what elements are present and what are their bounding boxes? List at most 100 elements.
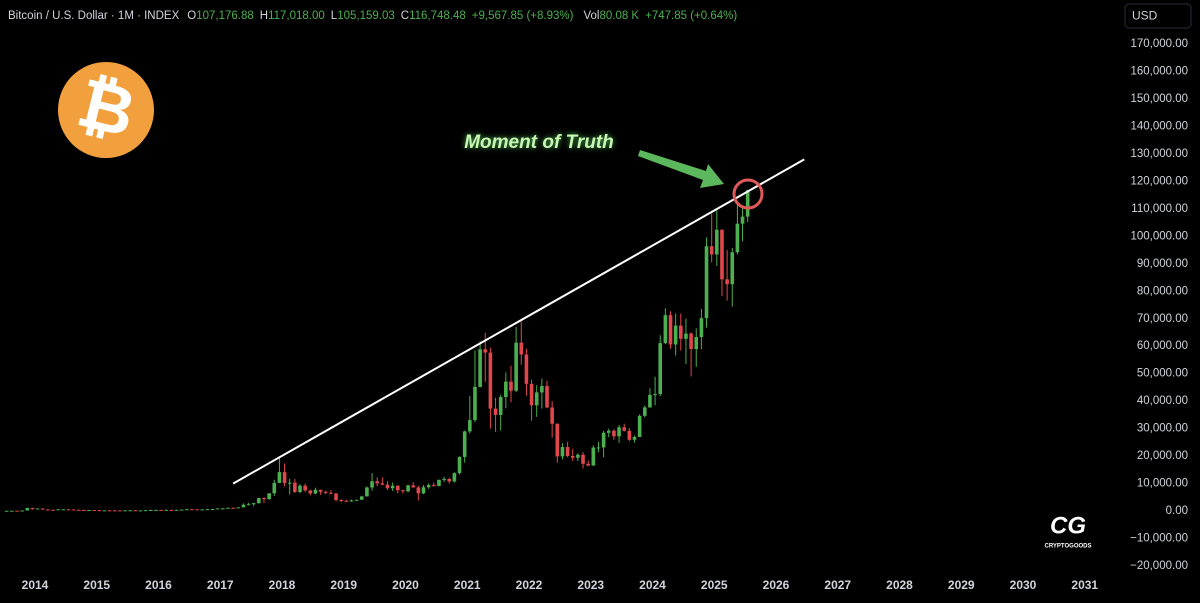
candle-body [550,407,554,424]
y-tick-label: 10,000.00 [1137,478,1188,490]
candle-body [87,510,91,512]
candle-body [442,478,446,480]
candle-body [92,510,96,512]
candle-body [457,456,462,474]
x-tick-label: 2016 [145,578,172,592]
candle-body [437,479,441,486]
candle-body [452,473,457,482]
y-tick-label: 50,000.00 [1137,368,1188,380]
candle-body [534,392,539,406]
candle-body [61,509,66,511]
y-tick-label: 60,000.00 [1137,340,1188,352]
candle-body [498,397,503,415]
candle-body [421,487,426,494]
y-tick-label: 120,000.00 [1130,175,1188,187]
candle-body [586,463,590,466]
x-tick-label: 2022 [516,578,543,592]
candle-body [267,493,271,500]
currency-button[interactable] [1124,3,1192,29]
candle-body [529,383,534,406]
candle-body [524,354,529,384]
candle-body [118,510,122,512]
candle-body [447,478,452,482]
candle-body [426,485,431,488]
candle-body [40,508,45,510]
header-symbol: Bitcoin / U.S. Dollar · 1M · INDEX [8,10,180,22]
trend-line [232,158,805,485]
candle-body [30,507,35,509]
header-vol: 80.08 K [599,10,639,22]
candle-body [236,507,241,509]
x-tick-label: 2019 [330,578,357,592]
candle-body [601,432,606,448]
candle-body [365,487,369,497]
candle-body [71,509,76,511]
candle-body [334,493,338,501]
candle-body [329,492,333,494]
header-o: 107,176.88 [196,10,254,22]
candle-body [112,510,117,512]
candle-body [663,315,668,344]
candle-body [4,510,9,512]
header-change: +9,567.85 (+8.93%) [472,10,574,22]
candle-body [164,509,169,511]
candle-body [642,407,647,416]
candle-body [565,447,570,456]
candle-body [97,510,102,512]
candle-body [313,489,318,494]
y-tick-label: 130,000.00 [1130,148,1188,160]
x-tick-label: 2026 [763,578,790,592]
brand-name: CRYPTOGOODS [1044,544,1091,550]
candle-body [262,498,266,500]
y-tick-label: 80,000.00 [1137,285,1188,297]
y-tick-label: −20,000.00 [1130,560,1188,572]
header-h-label: H [260,10,268,22]
candle-body [504,381,508,398]
header-l: 105,159.03 [337,10,395,22]
x-tick-label: 2027 [824,578,851,592]
header-vol-label: Vol [583,10,599,22]
y-tick-label: 0.00 [1166,505,1188,517]
candle-body [462,431,467,457]
candle-body [339,500,343,502]
candle-body [35,508,40,510]
candle-body [375,481,379,484]
candle-body [169,509,174,511]
candle-body [406,485,410,492]
candle-body [395,485,400,491]
candle-body [272,482,277,494]
candle-body [473,386,477,421]
candle-body [606,430,611,433]
candle-body [725,279,729,285]
candle-body [411,485,416,488]
candle-body [148,510,153,512]
currency-label[interactable]: USD [1132,9,1158,23]
x-tick-label: 2031 [1071,578,1098,592]
candle-body [128,510,132,512]
header-vol-change: +747.85 (+0.64%) [645,10,737,22]
candle-body [205,509,210,511]
candle-body [709,246,714,255]
candle-body [401,490,405,492]
candle-body [735,223,740,253]
y-tick-label: 110,000.00 [1131,203,1188,215]
candle-body [277,472,282,483]
header-o-label: O [187,10,196,22]
candle-body [25,507,30,511]
annotation-text: Moment of Truth [464,132,614,153]
legend-header: Bitcoin / U.S. Dollar · 1M · INDEX O 107,1… [8,10,737,22]
candle-body [82,509,86,511]
candle-body [359,496,364,500]
brand-mark: CG [1050,512,1086,539]
candle-body [745,190,750,217]
x-tick-label: 2023 [577,578,604,592]
candle-body [107,510,112,512]
candle-body [519,342,524,355]
y-tick-label: 150,000.00 [1130,93,1188,105]
candle-body [689,333,693,350]
candle-body [215,508,220,510]
candle-body [612,430,616,437]
candle-body [293,482,297,493]
x-tick-label: 2021 [454,578,481,592]
